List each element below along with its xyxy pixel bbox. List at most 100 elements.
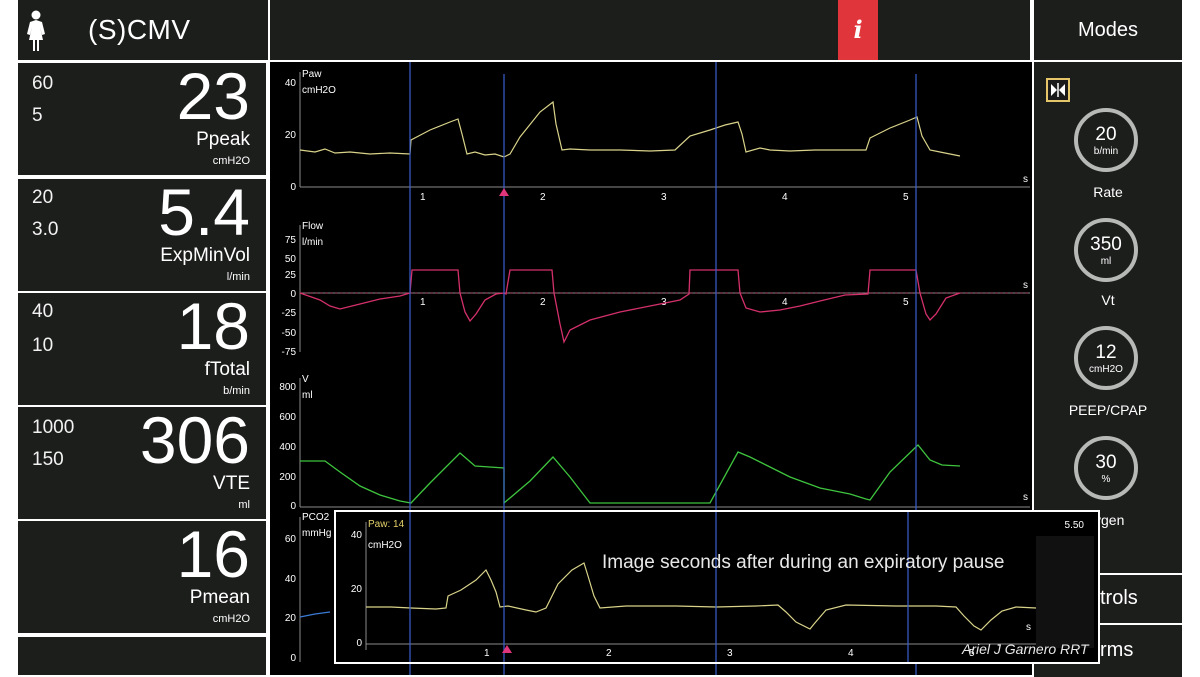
volume-tick: 800 [279,382,296,393]
param-name: ExpMinVol [160,245,250,266]
control-unit: ml [1100,256,1112,267]
paw-time-tick: 3 [661,192,667,203]
expiratory-pause-inset: Paw: 14 cmH2O 40 20 0 5.50 s 1 2 3 4 5 I… [334,510,1100,664]
param-empty-slot [18,637,266,675]
paw-tick: 0 [290,182,296,193]
oxygen-control-dial[interactable]: 30 % [1074,436,1138,500]
param-ppeak[interactable]: 60 5 23 Ppeak cmH2O [18,63,266,175]
param-value: 5.4 [158,175,250,249]
flow-time-unit: s [1023,280,1028,291]
flow-title: Flow [302,221,324,232]
paw-tick: 20 [285,130,297,141]
flow-unit: l/min [302,237,323,248]
rate-control-dial[interactable]: 20 b/min [1074,108,1138,172]
control-value: 12 [1095,342,1117,363]
control-label: Vt [1101,292,1115,308]
param-name: Ppeak [196,129,250,150]
flow-tick: 25 [285,270,297,281]
volume-tick: 0 [290,501,296,512]
volume-title: V [302,374,309,385]
param-vte[interactable]: 1000 150 306 VTE ml [18,407,266,519]
flow-time-tick: 2 [540,297,546,308]
param-value: 306 [139,403,250,477]
param-pmean[interactable]: 16 Pmean cmH2O [18,521,266,633]
inset-time-unit: s [1026,622,1031,633]
paw-time-tick: 4 [782,192,788,203]
alarm-limit-low: 10 [32,335,54,356]
peep-control-dial[interactable]: 12 cmH2O [1074,326,1138,390]
pco2-tick: 0 [290,653,296,664]
paw-time-unit: s [1023,174,1028,185]
pco2-unit: mmHg [302,528,331,539]
flow-time-tick: 1 [420,297,426,308]
paw-title: Paw [302,69,322,80]
control-unit: % [1101,474,1111,485]
param-unit: cmH2O [212,613,250,625]
control-value: 30 [1095,452,1117,473]
inset-paw-waveform [366,562,1037,631]
pco2-tick: 20 [285,613,297,624]
inset-unit: cmH2O [368,540,402,551]
param-unit: ml [238,499,250,511]
inset-signature: Ariel J Garnero RRT [962,641,1089,657]
inset-trigger-marker [502,645,512,653]
top-status-bar [270,0,1030,60]
flow-tick: 75 [285,235,297,246]
param-value: 16 [176,517,250,591]
control-label: Rate [1093,184,1123,200]
female-patient-icon [27,10,45,51]
modes-button[interactable]: Modes [1034,0,1182,60]
alarm-limit-high: 40 [32,301,54,322]
paw-time-tick: 1 [420,192,426,203]
volume-waveform [300,444,961,505]
paw-time-tick: 2 [540,192,546,203]
volume-tick: 400 [279,442,296,453]
volume-tick: 600 [279,412,296,423]
paw-unit: cmH2O [302,85,336,96]
volume-time-unit: s [1023,492,1028,503]
param-name: Pmean [189,587,250,608]
paw-tick: 40 [285,78,297,89]
alarms-button-label: rms [1100,639,1134,661]
inset-time-value: 5.50 [1065,520,1085,531]
flow-tick: 50 [285,254,297,265]
param-unit: b/min [223,385,250,397]
control-unit: cmH2O [1089,364,1123,375]
param-unit: cmH2O [212,155,250,167]
param-value: 18 [176,289,250,363]
control-value: 350 [1090,234,1122,255]
paw-time-tick: 5 [903,192,909,203]
flow-tick: -75 [282,347,297,358]
flow-tick: -25 [282,308,297,319]
flow-time-tick: 4 [782,297,788,308]
inset-time-tick: 2 [606,648,612,659]
mode-header[interactable]: (S)CMV [18,0,268,60]
alarm-limit-low: 5 [32,105,43,126]
inset-right-panel [1036,536,1094,648]
inset-time-tick: 4 [848,648,854,659]
vt-control-dial[interactable]: 350 ml [1074,218,1138,282]
control-label: ygen [1094,512,1125,528]
alarm-limit-low: 150 [32,449,64,470]
trigger-marker [499,188,509,196]
inset-tick: 0 [356,638,362,649]
info-button[interactable]: i [838,0,878,60]
param-name: VTE [213,473,250,494]
inset-note: Image seconds after during an expiratory… [602,552,1005,573]
param-value: 23 [176,59,250,133]
inset-time-tick: 3 [727,648,733,659]
param-unit: l/min [226,271,250,283]
inset-cursor-lines [409,512,909,662]
param-expminvol[interactable]: 20 3.0 5.4 ExpMinVol l/min [18,179,266,291]
param-ftotal[interactable]: 40 10 18 fTotal b/min [18,293,266,405]
control-unit: b/min [1093,146,1119,157]
flow-tick: -50 [282,328,297,339]
param-name: fTotal [204,359,250,380]
flow-waveform [299,269,961,344]
paw-waveform [299,100,961,158]
inset-paw-readout: Paw: 14 [368,519,405,530]
pco2-title: PCO2 [302,512,330,523]
inset-time-tick: 1 [484,648,490,659]
freeze-icon[interactable] [1046,78,1070,102]
pco2-tick: 40 [285,574,297,585]
